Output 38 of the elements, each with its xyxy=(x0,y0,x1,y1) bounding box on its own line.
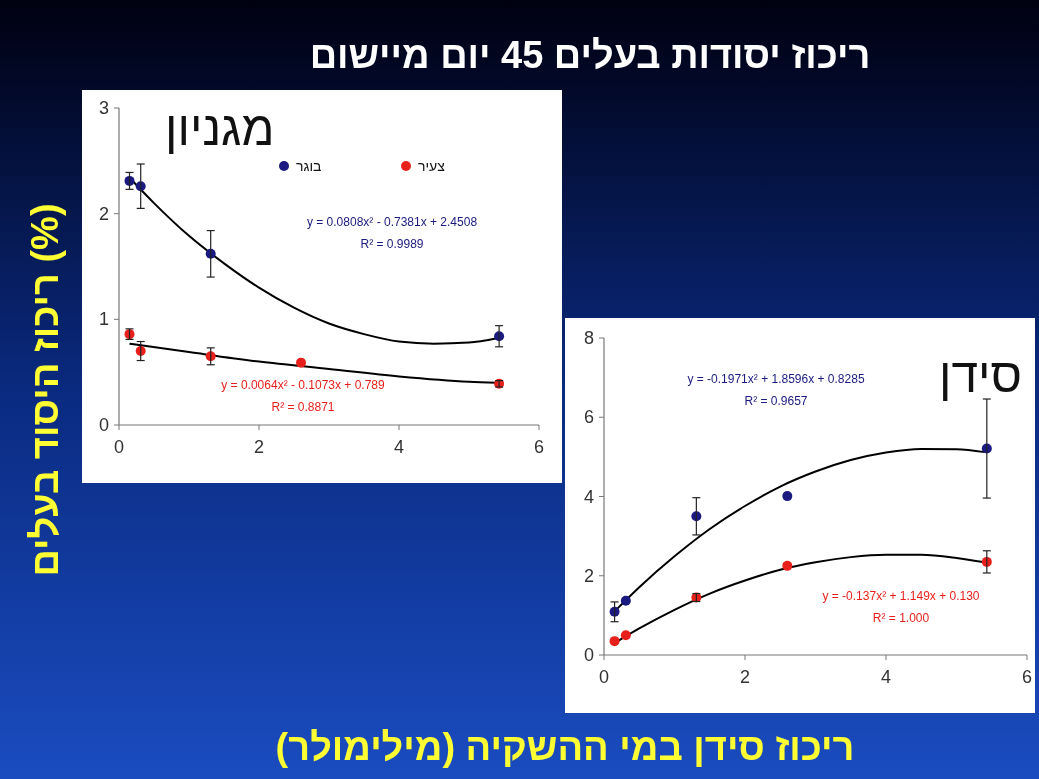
y-tick-label: 8 xyxy=(583,328,594,348)
annotation: R² = 1.000 xyxy=(872,611,930,625)
point xyxy=(620,595,631,606)
point xyxy=(782,491,793,502)
annotation: R² = 0.9657 xyxy=(744,394,808,408)
point xyxy=(782,560,793,571)
y-tick-label: 2 xyxy=(98,203,109,224)
y-tick-label: 6 xyxy=(583,407,594,428)
y-tick-label: 4 xyxy=(583,486,594,507)
x-axis-title: ריכוז סידן במי ההשקיה (מילימולר) xyxy=(275,726,855,768)
annotation: y = 0.0064x² - 0.1073x + 0.789 xyxy=(221,378,386,392)
annotation: R² = 0.8871 xyxy=(271,400,335,414)
legend-label: בוגר xyxy=(296,158,322,174)
y-tick-label: 2 xyxy=(583,565,594,586)
x-tick-label: 4 xyxy=(393,437,405,457)
y-tick-label: 1 xyxy=(98,309,109,330)
annotation: y = 0.0808x² - 0.7381x + 2.4508 xyxy=(306,215,478,229)
annotation: R² = 0.9989 xyxy=(360,237,424,251)
x-tick-label: 2 xyxy=(739,667,751,687)
legend-label: צעיר xyxy=(418,158,446,174)
annotation: y = -0.1971x² + 1.8596x + 0.8285 xyxy=(687,372,865,386)
annotation: y = -0.137x² + 1.149x + 0.130 xyxy=(822,589,980,603)
chart-title: סידן xyxy=(938,349,1022,402)
point xyxy=(620,630,631,641)
y-axis-title: ריכוז היסוד בעלים (%) xyxy=(24,203,66,577)
text: ריכוז יסודות בעלים 45 יום מיישום xyxy=(309,34,871,76)
y-tick-label: 3 xyxy=(98,98,109,118)
x-tick-label: 2 xyxy=(253,437,265,457)
y-tick-label: 0 xyxy=(98,415,109,435)
chart-title: מגניון xyxy=(165,102,275,155)
x-tick-label: 4 xyxy=(880,667,892,687)
point xyxy=(609,636,620,647)
x-tick-label: 0 xyxy=(598,667,610,687)
point xyxy=(296,357,306,368)
x-tick-label: 6 xyxy=(1021,667,1033,687)
x-tick-label: 6 xyxy=(533,437,545,457)
x-tick-label: 0 xyxy=(113,437,125,457)
y-tick-label: 0 xyxy=(583,645,594,665)
